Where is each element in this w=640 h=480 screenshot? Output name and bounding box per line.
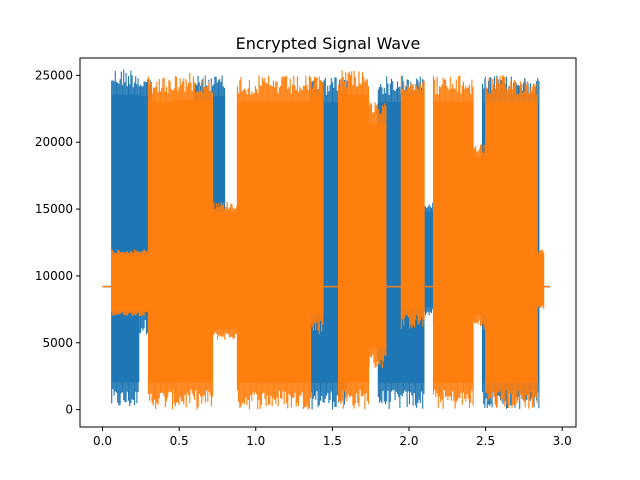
series-1-burst-1-wave [111,69,139,407]
series-2-burst-12-wave [485,75,538,409]
series-2-burst-9-wave [400,75,425,329]
series-2-burst-1-wave [111,249,149,316]
x-axis: 0.0 0.5 1.0 1.5 2.0 2.5 3.0 [93,427,572,448]
x-tick-label: 2.5 [476,434,495,448]
series-2-burst-5-wave [236,75,312,410]
y-tick-label: 15000 [35,202,73,216]
plot-area [102,69,550,410]
x-tick-label: 1.0 [246,434,265,448]
y-tick-label: 25000 [35,68,73,82]
y-tick-label: 20000 [35,135,73,149]
axes-frame [79,57,577,428]
y-axis: 0 5000 10000 15000 20000 25000 [35,68,80,417]
series-2-burst-7-wave [337,70,370,410]
series-2-burst-13-wave [537,249,545,310]
y-tick-label: 5000 [42,336,73,350]
series-2-burst-8-wave [368,102,387,369]
series-2-burst-4-wave [212,201,238,340]
series-2-burst-10-wave [432,75,474,409]
series-2 [102,70,550,410]
chart-title: Encrypted Signal Wave [236,34,421,53]
series-2-burst-3-wave [172,72,214,410]
series-2-burst-2-wave [147,76,174,410]
series-2-burst-6-wave [310,76,324,335]
x-tick-label: 0.0 [93,434,112,448]
series-2-burst-11-wave [472,143,486,330]
x-tick-label: 3.0 [553,434,572,448]
x-tick-label: 2.0 [399,434,418,448]
x-tick-label: 0.5 [170,434,189,448]
y-tick-label: 10000 [35,269,73,283]
x-tick-label: 1.5 [323,434,342,448]
y-tick-label: 0 [65,403,73,417]
